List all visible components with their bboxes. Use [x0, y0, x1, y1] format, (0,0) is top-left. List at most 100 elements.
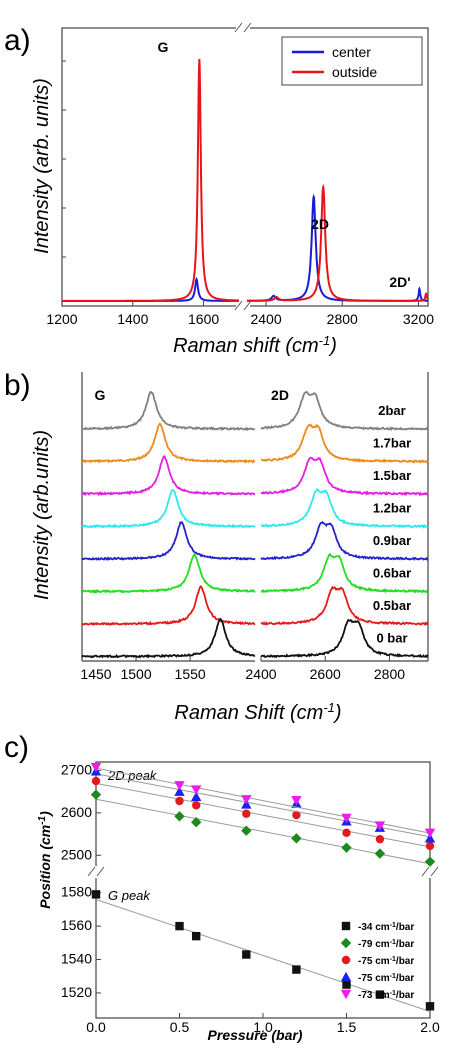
panel-c-point [425, 1002, 435, 1011]
panel-c-annotation-g: G peak [108, 888, 151, 903]
panel-c-xlabel: Pressure (bar) [208, 1027, 303, 1043]
panel-c-ytick-label: 1560 [61, 917, 92, 933]
panel-c-fit-line [95, 767, 431, 834]
panel-a-series-outside-right [247, 183, 429, 302]
panel-c-point [192, 801, 201, 810]
panel-c-point [241, 795, 252, 805]
panel-c-point [374, 848, 386, 859]
panel-c-point [241, 825, 252, 836]
panel-c-point [175, 921, 184, 931]
panel-c-point [374, 821, 386, 831]
panel-c-point [291, 795, 302, 806]
panel-b-trace-label: 0.5bar [373, 598, 411, 613]
panel-c-point [90, 789, 102, 800]
panel-a-series-outside-left [62, 58, 239, 302]
panel-c-xtick-label: 2.0 [420, 1019, 440, 1035]
panel-c-legend-entry: -34 cm-1/bar [358, 922, 414, 934]
panel-b-trace-label: 0.9bar [373, 533, 411, 548]
panel-b-trace-1.7bar-2d [261, 423, 429, 464]
panel-a-legend-entry: center [332, 44, 371, 60]
panel-b-xtick-label: 2400 [245, 666, 276, 682]
panel-a-xbreak-bottom-slash-2 [243, 300, 252, 311]
panel-c-point [174, 781, 185, 791]
panel-a-xtick-label: 3200 [403, 311, 434, 327]
panel-c-point [375, 834, 385, 844]
panel-b-trace-0.5bar-2d [260, 585, 429, 627]
panel-b-trace-0bar-g [81, 617, 256, 659]
panel-c-legend-marker [340, 971, 352, 982]
panel-b-trace-1.5bar-g [81, 455, 256, 497]
panel-b-xtick-label: 1500 [120, 666, 151, 682]
panel-c-xtick-label: 0.5 [170, 1019, 190, 1035]
panel-b-trace-0bar-2d [260, 618, 428, 659]
panel-c-ybreak-left-gap [89, 866, 103, 878]
panel-a-xtick-label: 1400 [117, 311, 148, 327]
panel-c-point [191, 817, 202, 828]
panel-a-xbreak-top-slash-1 [234, 22, 243, 33]
panel-b-xtick-label: 2800 [374, 666, 405, 682]
panel-c-legend-entry: -79 cm-1/bar [358, 939, 414, 951]
panel-a-xbreak-bottom-slash-1 [234, 300, 243, 311]
panel-c-point [90, 762, 102, 773]
panel-b-trace-2bar-2d [260, 390, 429, 432]
panel-c-point [342, 828, 351, 838]
panel-c-point [341, 813, 352, 824]
panel-b-trace-label: 0 bar [376, 631, 407, 646]
panel-c-fit-line [95, 899, 431, 1012]
panel-c-legend-entry: -75 cm-1/bar [358, 973, 414, 985]
panel-a-ylabel: Intensity (arb. units) [31, 78, 53, 254]
panel-a-xbreak-bottom-gap [236, 300, 250, 312]
panel-c-fit-line [95, 782, 431, 848]
panel-c-point [175, 796, 184, 806]
panel-c-legend-marker [341, 955, 351, 965]
panel-a-peak-label-2d: 2D [311, 216, 329, 232]
panel-c-legend-entry: -75 cm-1/bar [358, 956, 414, 968]
panel-c-legend-marker [340, 989, 352, 1000]
panel-b-xtick-label: 2600 [310, 666, 341, 682]
panel-b-trace-label: 0.6bar [373, 566, 411, 581]
panel-c-point [341, 842, 352, 853]
panel-c-xtick-label: 1.0 [253, 1019, 273, 1035]
panel-b-trace-0.6bar-g [81, 552, 256, 594]
panel-b-label: b) [4, 369, 31, 402]
panel-b-trace-label: 1.7bar [373, 436, 411, 451]
panel-b-xlabel: Raman Shift (cm-1) [174, 700, 341, 725]
panel-c-xtick-label: 1.5 [337, 1019, 357, 1035]
panel-c-point [425, 841, 435, 851]
panel-c-point [242, 809, 251, 818]
panel-c-xtick-label: 0.0 [86, 1019, 106, 1035]
panel-a-peak-label-2dprime: 2D' [389, 274, 410, 290]
panel-c-ybreak-right-gap [423, 866, 437, 878]
panel-a-xtick-label: 1600 [188, 311, 219, 327]
panel-c-point [292, 810, 301, 820]
panel-b-peak-label-g: G [95, 387, 106, 403]
panel-b-xbreak-gap [255, 372, 261, 663]
panel-c-point [242, 950, 251, 959]
panel-c-point [191, 791, 202, 801]
panel-b-trace-0.5bar-g [81, 585, 256, 626]
panel-b-peak-label-2d: 2D [271, 387, 289, 403]
panel-c-point [91, 776, 101, 786]
panel-a-xtick-label: 2400 [250, 311, 281, 327]
panel-b-chart: b) Intensity (arb.units) Raman Shift (cm… [4, 369, 429, 725]
panel-c-fit-line [95, 798, 431, 865]
panel-c-ytick-label: 2700 [61, 761, 92, 777]
panel-c-point [91, 890, 101, 899]
panel-c-chart: c) Position (cm-1) Pressure (bar) 2500 26… [4, 731, 440, 1043]
panel-c-ybreak-right-slash-2 [430, 866, 439, 877]
panel-a-xtick-label: 1200 [46, 311, 77, 327]
panel-c-ybreak-left-slash-1 [87, 866, 96, 877]
panel-b-trace-1.7bar-g [82, 422, 256, 464]
panel-c-point [291, 833, 302, 844]
panel-a-legend [281, 36, 423, 86]
panel-b-trace-label: 1.2bar [373, 501, 411, 516]
panel-b-xtick-label: 1450 [80, 666, 111, 682]
panel-b-trace-0.9bar-g [81, 520, 256, 562]
panel-c-point [292, 965, 301, 974]
panel-c-ybreak-right-slash-1 [421, 866, 430, 877]
panel-c-point [191, 785, 202, 795]
panel-b-trace-0.6bar-2d [260, 553, 429, 594]
panel-a-chart: a) Intensity (arb. units) Raman shift (c… [4, 22, 434, 357]
panel-b-trace-1.5bar-2d [260, 456, 429, 497]
